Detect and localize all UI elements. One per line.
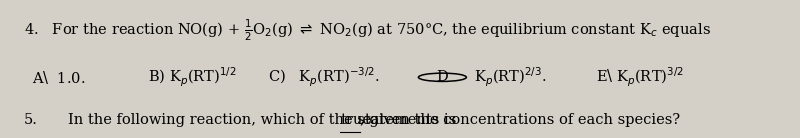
Text: B) K$_p$(RT)$^{1/2}$: B) K$_p$(RT)$^{1/2}$: [148, 66, 237, 89]
Text: D: D: [437, 70, 448, 84]
Text: K$_p$(RT)$^{2/3}$.: K$_p$(RT)$^{2/3}$.: [474, 66, 546, 89]
Text: C)   K$_p$(RT)$^{-3/2}$.: C) K$_p$(RT)$^{-3/2}$.: [268, 66, 380, 89]
Text: E$\backslash$ K$_p$(RT)$^{3/2}$: E$\backslash$ K$_p$(RT)$^{3/2}$: [596, 66, 684, 89]
Text: true: true: [340, 113, 371, 127]
Text: 4.   For the reaction NO(g) + $\frac{1}{2}$O$_2$(g) $\rightleftharpoons$ NO$_2$(: 4. For the reaction NO(g) + $\frac{1}{2}…: [24, 18, 711, 43]
Text: , given the concentrations of each species?: , given the concentrations of each speci…: [360, 113, 681, 127]
Text: 5.: 5.: [24, 113, 38, 127]
Text: A$\backslash$  1.0.: A$\backslash$ 1.0.: [32, 69, 86, 86]
Text: In the following reaction, which of the statements is: In the following reaction, which of the …: [68, 113, 461, 127]
